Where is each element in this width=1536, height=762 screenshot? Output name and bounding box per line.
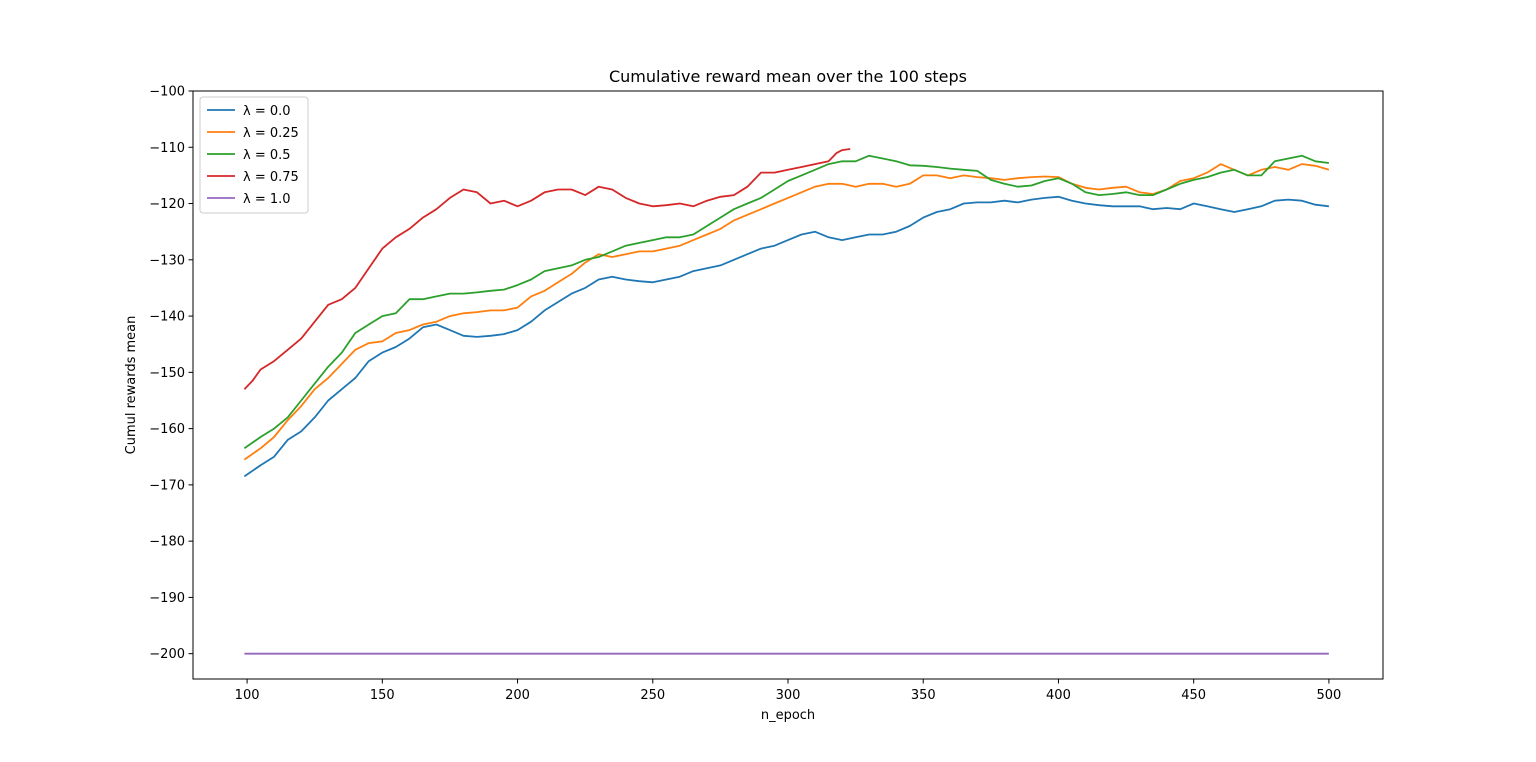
y-tick-label: −140 [149, 310, 185, 325]
legend: λ = 0.0 λ = 0.25 λ = 0.5 λ = 0.75 λ = 1.0 [199, 96, 309, 214]
y-axis: −200 −190 −180 −170 −160 −150 −140 −130 −120 −110… [149, 85, 193, 662]
y-tick-label: −150 [149, 366, 185, 381]
series-line-3 [243, 148, 851, 390]
y-tick-label: −130 [149, 253, 185, 268]
x-tick-label: 150 [370, 688, 395, 703]
y-tick-label: −110 [149, 141, 185, 156]
legend-box [199, 96, 309, 214]
x-tick-label: 250 [640, 688, 665, 703]
legend-label-1: λ = 0.25 [243, 126, 299, 141]
series-line-2 [243, 154, 1330, 450]
y-tick-label: −180 [149, 535, 185, 550]
plot-background [193, 91, 1383, 679]
legend-label-4: λ = 1.0 [243, 192, 291, 207]
x-tick-label: 300 [776, 688, 801, 703]
legend-label-0: λ = 0.0 [243, 104, 291, 119]
y-tick-label: −200 [149, 647, 185, 662]
x-tick-label: 100 [235, 688, 260, 703]
x-tick-label: 200 [505, 688, 530, 703]
x-tick-label: 400 [1046, 688, 1071, 703]
plot-area [193, 91, 1383, 679]
x-axis-label: n_epoch [761, 708, 815, 723]
y-tick-label: −170 [149, 478, 185, 493]
x-tick-label: 500 [1316, 688, 1341, 703]
legend-label-2: λ = 0.5 [243, 148, 291, 163]
x-tick-label: 350 [911, 688, 936, 703]
y-tick-label: −160 [149, 422, 185, 437]
y-tick-label: −120 [149, 197, 185, 212]
chart-title: Cumulative reward mean over the 100 step… [609, 67, 967, 86]
series-line-1 [243, 163, 1330, 461]
y-axis-label: Cumul rewards mean [124, 316, 139, 455]
series-line-0 [243, 195, 1330, 478]
x-tick-label: 450 [1181, 688, 1206, 703]
y-tick-label: −190 [149, 591, 185, 606]
legend-label-3: λ = 0.75 [243, 170, 299, 185]
x-axis: 100 150 200 250 300 350 400 450 500 [235, 679, 1341, 703]
plot-frame [192, 90, 1384, 680]
series-layer [243, 148, 1330, 655]
y-tick-label: −100 [149, 85, 185, 100]
